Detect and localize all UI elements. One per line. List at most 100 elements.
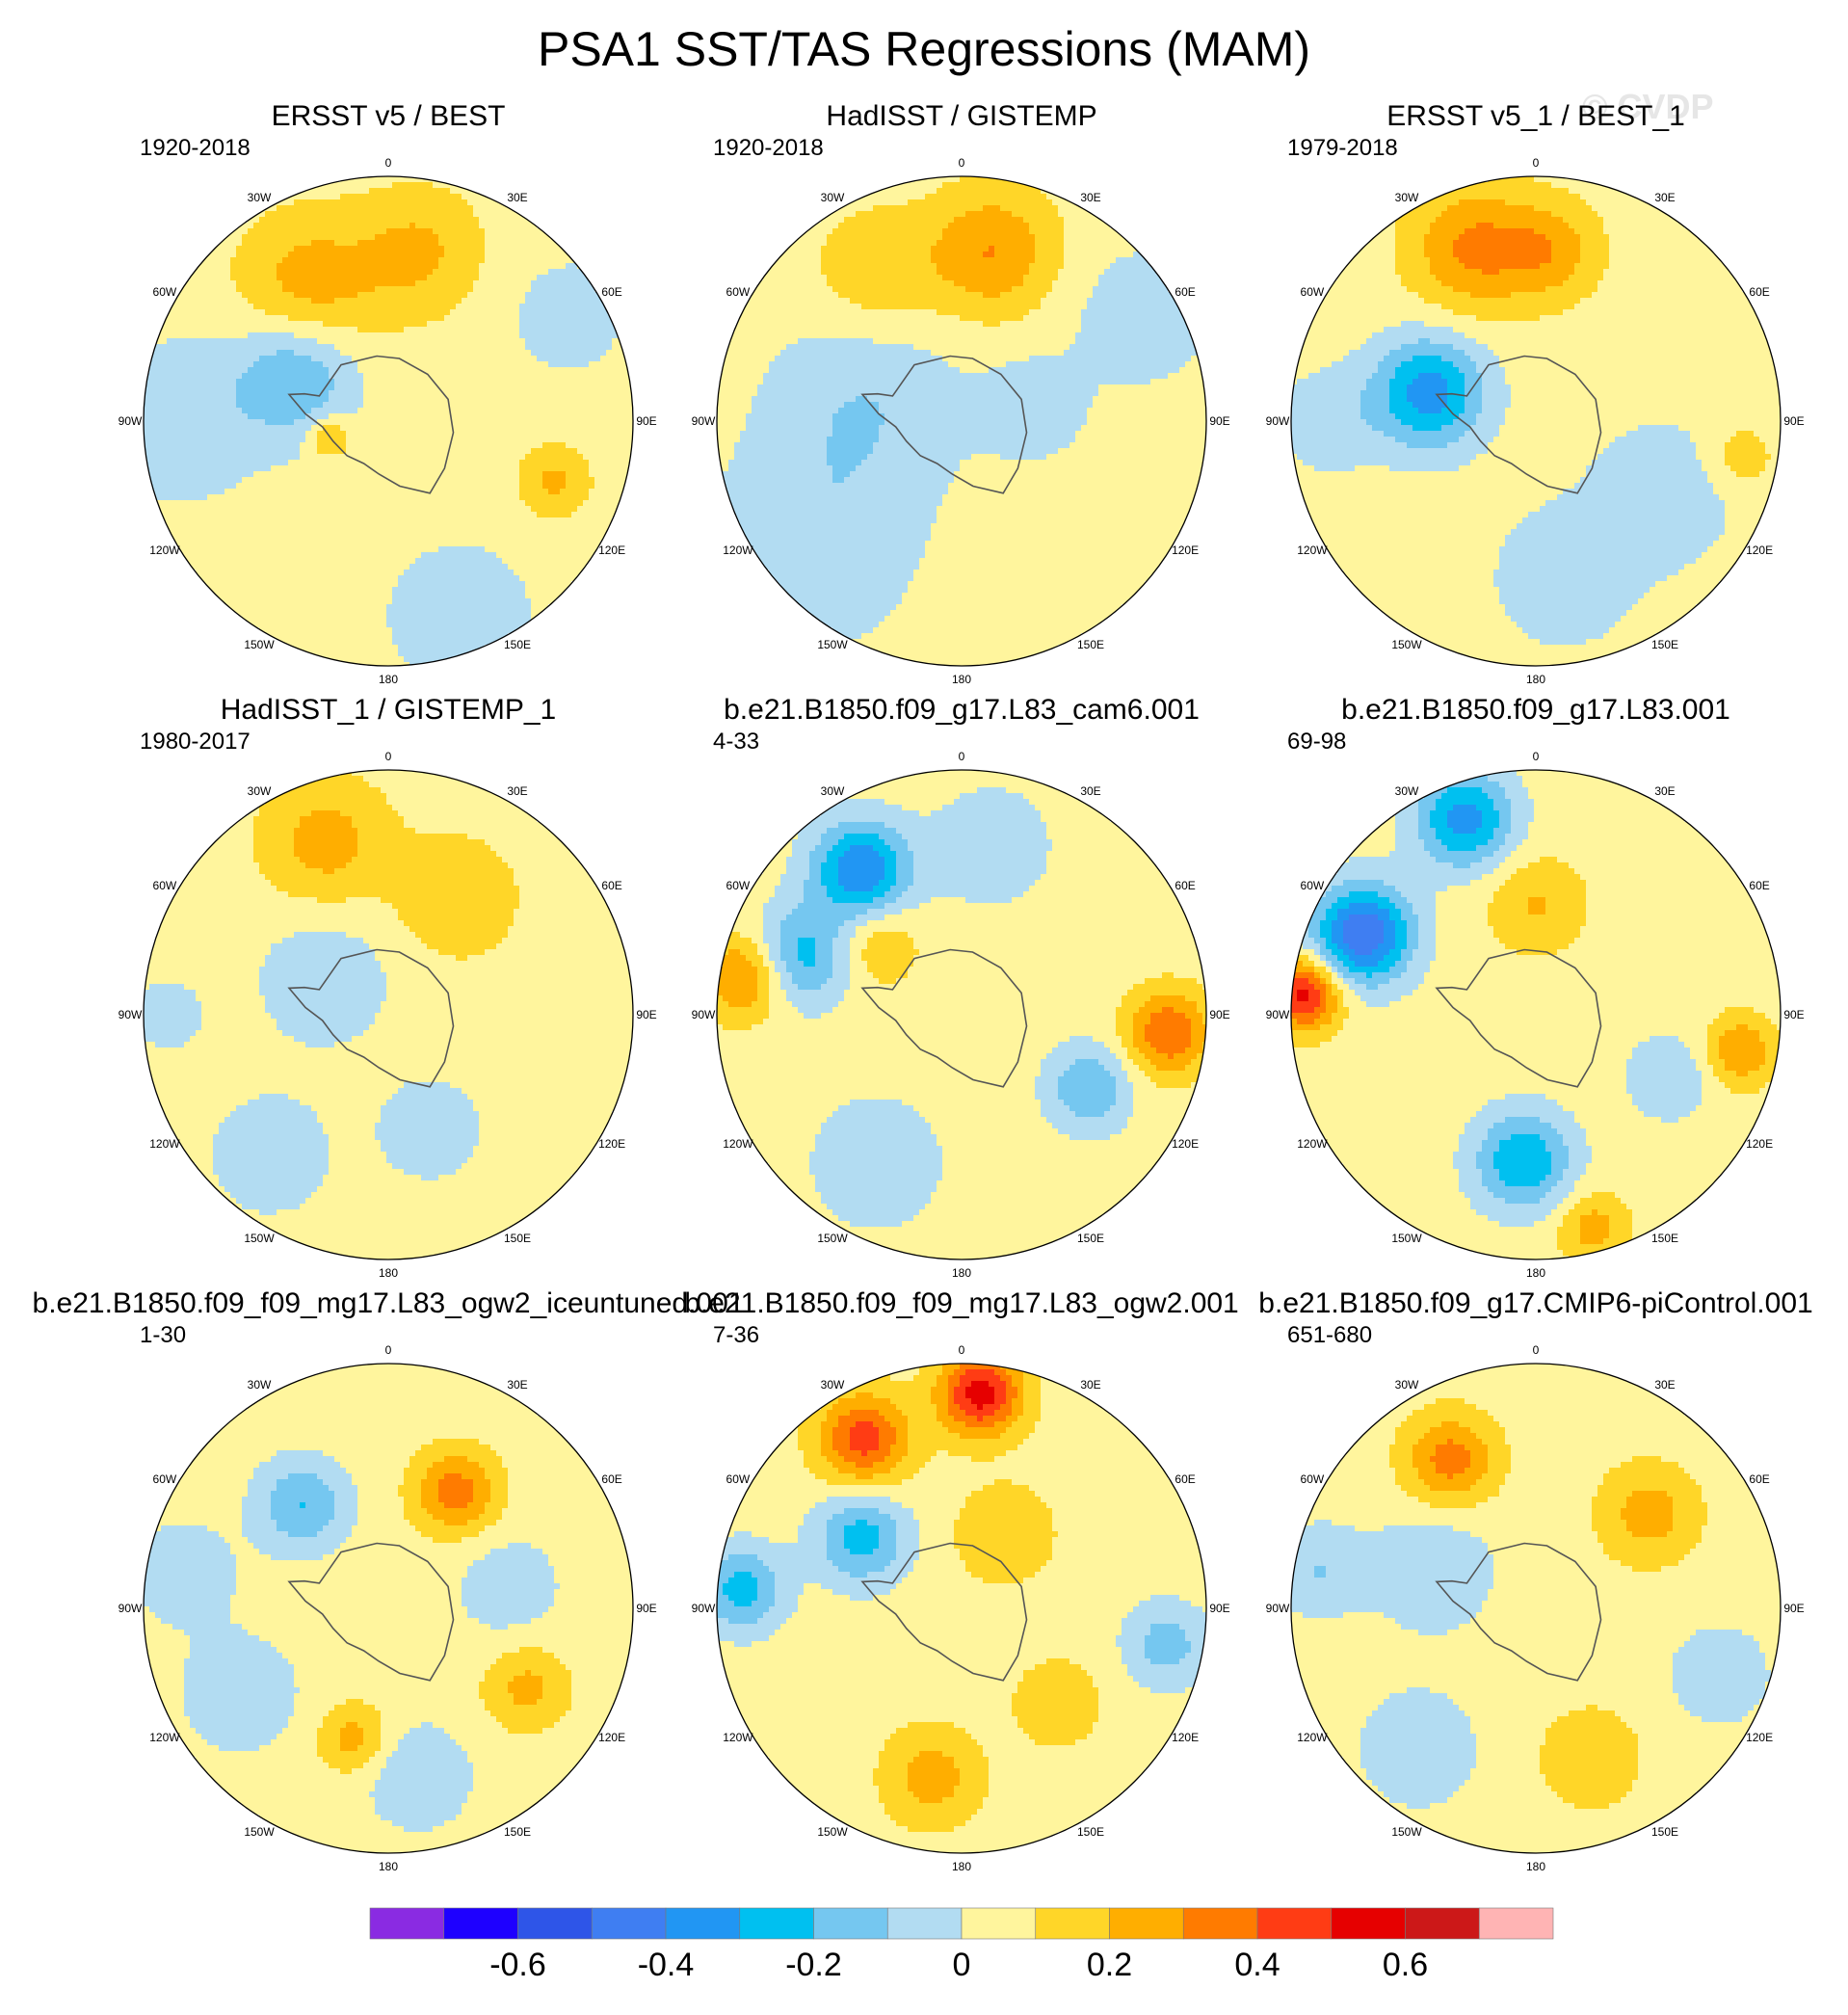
longitude-label: 120E [1172, 544, 1199, 557]
longitude-label: 30E [1654, 784, 1675, 798]
longitude-label: 90W [692, 1602, 716, 1615]
colorbar-tick-label: -0.6 [489, 1947, 546, 1983]
longitude-label: 180 [379, 1860, 398, 1873]
figure-title: PSA1 SST/TAS Regressions (MAM) [537, 22, 1311, 76]
longitude-label: 150E [504, 638, 531, 651]
longitude-label: 120E [1172, 1137, 1199, 1151]
map-boundary [1290, 175, 1782, 667]
longitude-label: 60W [1301, 879, 1325, 892]
longitude-label: 150E [504, 1825, 531, 1839]
longitude-label: 30E [1080, 191, 1100, 204]
longitude-label: 150W [817, 1825, 848, 1839]
longitude-label: 0 [959, 750, 965, 763]
longitude-label: 60W [1301, 285, 1325, 299]
longitude-label: 180 [952, 1860, 971, 1873]
longitude-label: 90E [1783, 414, 1804, 428]
longitude-label: 0 [385, 156, 392, 170]
regression-field [717, 176, 1206, 666]
longitude-label: 60E [1175, 879, 1195, 892]
panel-period: 1920-2018 [140, 135, 251, 161]
colorbar-swatch [1331, 1907, 1406, 1940]
longitude-label: 60E [601, 879, 621, 892]
longitude-label: 30W [821, 1378, 845, 1392]
longitude-label: 120E [1746, 1731, 1773, 1744]
antarctica-coastline [860, 355, 1028, 494]
panel-period: 1980-2017 [140, 729, 251, 755]
panel-title: b.e21.B1850.f09_f09_mg17.L83_ogw2_iceunt… [32, 1287, 745, 1319]
panel-title: b.e21.B1850.f09_g17.L83_cam6.001 [724, 694, 1200, 726]
colorbar-swatch [591, 1907, 667, 1940]
polar-map-panel: 0 30E 60E 90E 120E 150E 180 150W 120W 90W 60W 30W [1266, 1343, 1805, 1873]
longitude-label: 30W [248, 784, 272, 798]
colorbar-swatch [739, 1907, 814, 1940]
longitude-label: 180 [952, 1266, 971, 1280]
longitude-label: 150W [244, 1232, 275, 1245]
map-boundary [716, 175, 1207, 667]
map-boundary [716, 1363, 1207, 1854]
longitude-label: 30E [1080, 1378, 1100, 1392]
longitude-label: 30E [1654, 1378, 1675, 1392]
panel-title: ERSST v5_1 / BEST_1 [1386, 100, 1685, 132]
polar-map-panel: 0 30E 60E 90E 120E 150E 180 150W 120W 90W 60W 30W [119, 156, 657, 686]
panel-title: ERSST v5 / BEST [271, 100, 506, 132]
map-boundary [716, 769, 1207, 1260]
colorbar-tick-label: 0.6 [1382, 1947, 1429, 1983]
map-boundary [1290, 769, 1782, 1260]
regression-field [144, 176, 633, 666]
longitude-label: 30W [1395, 784, 1419, 798]
polar-map-panel: 0 30E 60E 90E 120E 150E 180 150W 120W 90W 60W 30W [1266, 156, 1805, 686]
longitude-label: 150W [1391, 638, 1422, 651]
antarctica-coastline [860, 948, 1028, 1088]
longitude-label: 90W [1266, 1602, 1290, 1615]
longitude-label: 150E [1077, 638, 1104, 651]
regression-field [144, 1364, 633, 1853]
colorbar [369, 1907, 1554, 1940]
longitude-label: 120W [723, 1137, 753, 1151]
panel-period: 651-680 [1287, 1322, 1373, 1348]
longitude-label: 60E [601, 1472, 621, 1486]
longitude-label: 90W [1266, 1008, 1290, 1021]
longitude-label: 150W [1391, 1232, 1422, 1245]
panel-period: 4-33 [713, 729, 760, 755]
polar-map-panel: 0 30E 60E 90E 120E 150E 180 150W 120W 90W 60W 30W [119, 750, 657, 1280]
panel-title: b.e21.B1850.f09_f09_mg17.L83_ogw2.001 [684, 1287, 1239, 1319]
longitude-label: 120E [598, 544, 625, 557]
longitude-label: 150E [1077, 1232, 1104, 1245]
longitude-label: 0 [1533, 750, 1540, 763]
longitude-label: 60E [1749, 1472, 1769, 1486]
longitude-label: 150E [1651, 1232, 1678, 1245]
longitude-label: 90E [1209, 414, 1229, 428]
longitude-label: 30W [1395, 1378, 1419, 1392]
longitude-label: 120W [1297, 544, 1328, 557]
map-boundary [143, 175, 634, 667]
colorbar-swatch [961, 1907, 1037, 1940]
cvdp-watermark: © CVDP [1582, 87, 1714, 126]
longitude-label: 90W [119, 1008, 143, 1021]
longitude-label: 120E [598, 1137, 625, 1151]
panel-period: 1979-2018 [1287, 135, 1398, 161]
regression-field [1291, 1364, 1781, 1853]
regression-field [717, 770, 1206, 1259]
longitude-label: 60E [1175, 1472, 1195, 1486]
longitude-label: 90W [1266, 414, 1290, 428]
longitude-label: 30W [248, 191, 272, 204]
panel-title: b.e21.B1850.f09_g17.L83.001 [1341, 694, 1730, 726]
longitude-label: 60W [1301, 1472, 1325, 1486]
colorbar-swatch [1035, 1907, 1110, 1940]
antarctica-coastline [287, 1542, 455, 1682]
longitude-label: 120W [1297, 1731, 1328, 1744]
longitude-label: 150W [244, 1825, 275, 1839]
longitude-label: 120W [723, 1731, 753, 1744]
antarctica-coastline [287, 948, 455, 1088]
panel-period: 1920-2018 [713, 135, 824, 161]
longitude-label: 60W [153, 285, 177, 299]
longitude-label: 90W [119, 1602, 143, 1615]
map-boundary [1290, 1363, 1782, 1854]
longitude-label: 90E [1783, 1008, 1804, 1021]
panel-title: b.e21.B1850.f09_g17.CMIP6-piControl.001 [1258, 1287, 1813, 1319]
colorbar-swatch [886, 1907, 963, 1940]
polar-map-panel: 0 30E 60E 90E 120E 150E 180 150W 120W 90W 60W 30W [119, 1343, 657, 1873]
longitude-label: 150W [1391, 1825, 1422, 1839]
longitude-label: 120E [1746, 1137, 1773, 1151]
